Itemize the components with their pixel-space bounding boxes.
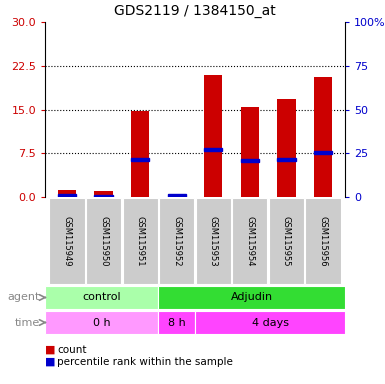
Text: 0 h: 0 h xyxy=(93,318,110,328)
Bar xyxy=(305,198,341,284)
Bar xyxy=(131,157,149,161)
Bar xyxy=(131,111,149,197)
Bar xyxy=(277,157,296,161)
Bar xyxy=(196,198,231,284)
Text: Adjudin: Adjudin xyxy=(231,293,273,303)
Bar xyxy=(314,151,332,154)
Bar xyxy=(122,198,158,284)
Text: ■: ■ xyxy=(45,357,55,367)
Bar xyxy=(241,107,259,197)
Bar xyxy=(277,99,296,197)
Bar xyxy=(204,148,223,151)
Text: 8 h: 8 h xyxy=(168,318,186,328)
Bar xyxy=(232,198,268,284)
Bar xyxy=(94,195,113,198)
Bar xyxy=(167,194,186,197)
Text: GSM115951: GSM115951 xyxy=(136,216,145,266)
Bar xyxy=(204,74,223,197)
Text: 4 days: 4 days xyxy=(251,318,288,328)
Bar xyxy=(58,194,76,197)
Text: GSM115950: GSM115950 xyxy=(99,216,108,266)
Text: GSM115953: GSM115953 xyxy=(209,216,218,266)
Bar xyxy=(86,198,121,284)
Bar xyxy=(159,198,194,284)
Bar xyxy=(45,286,158,309)
Bar xyxy=(241,159,259,162)
Bar xyxy=(158,311,195,334)
Text: GSM115954: GSM115954 xyxy=(245,216,254,266)
Bar xyxy=(269,198,304,284)
Text: time: time xyxy=(15,318,40,328)
Bar xyxy=(158,286,345,309)
Bar xyxy=(49,198,85,284)
Bar xyxy=(314,78,332,197)
Bar xyxy=(58,190,76,197)
Text: control: control xyxy=(82,293,121,303)
Text: ■: ■ xyxy=(45,345,55,355)
Text: GSM115952: GSM115952 xyxy=(172,216,181,266)
Text: GSM115955: GSM115955 xyxy=(282,216,291,266)
Text: GSM115956: GSM115956 xyxy=(318,216,328,266)
Bar xyxy=(94,191,113,197)
Title: GDS2119 / 1384150_at: GDS2119 / 1384150_at xyxy=(114,4,276,18)
Text: agent: agent xyxy=(8,293,40,303)
Bar xyxy=(167,194,186,197)
Text: count: count xyxy=(57,345,87,355)
Text: GSM115949: GSM115949 xyxy=(62,216,72,266)
Text: percentile rank within the sample: percentile rank within the sample xyxy=(57,357,233,367)
Bar xyxy=(45,311,158,334)
Bar xyxy=(195,311,345,334)
